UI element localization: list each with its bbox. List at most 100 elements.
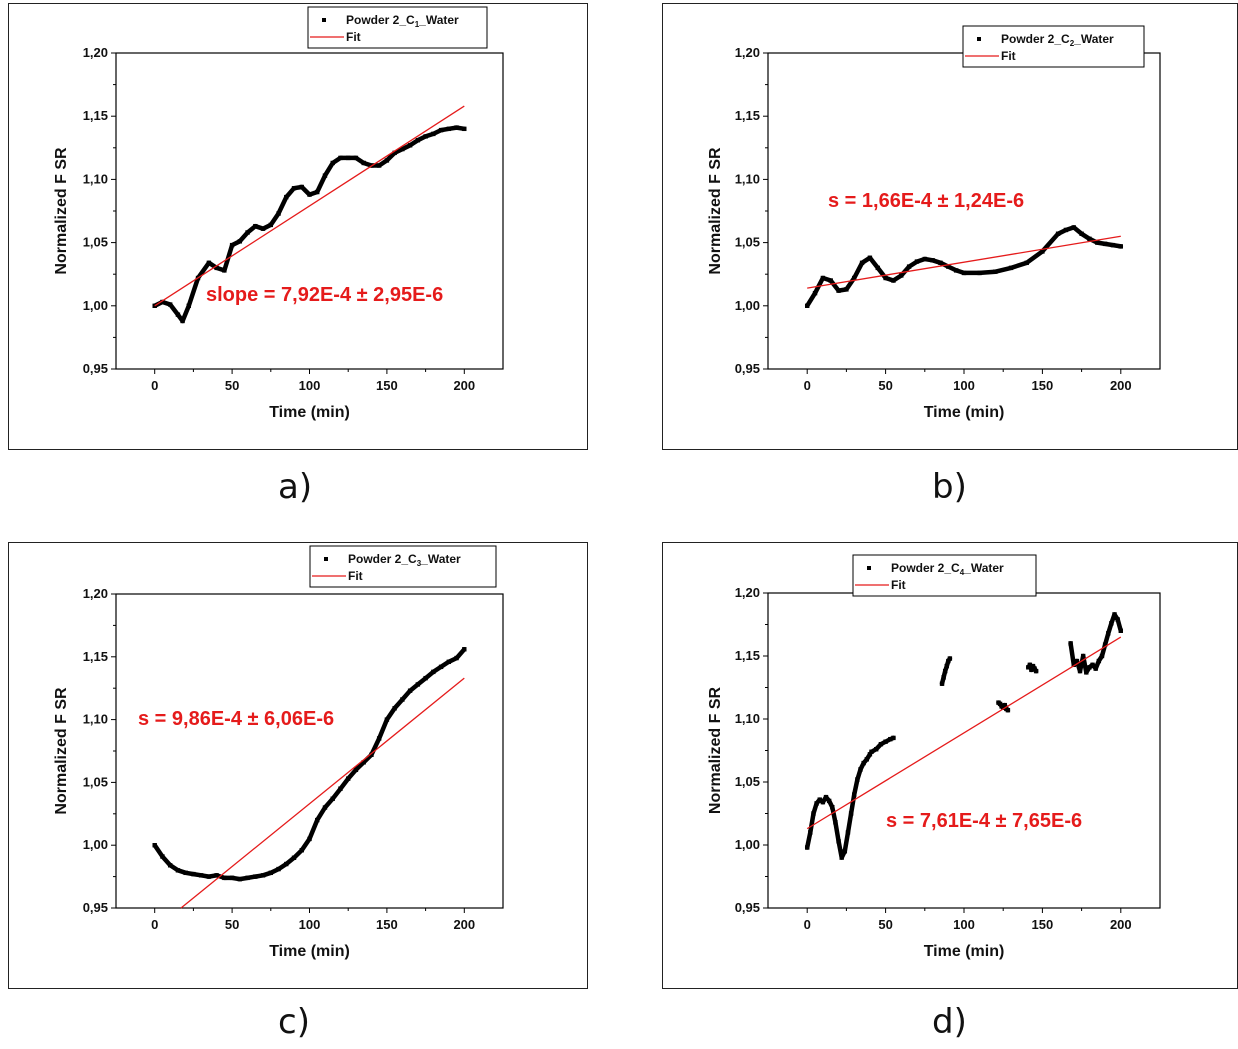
x-tick-label: 150 [376,917,398,932]
x-tick-label: 150 [1032,378,1054,393]
data-point [977,270,982,276]
data-point [346,155,351,161]
y-tick-label: 0,95 [83,900,108,915]
y-tick-label: 1,10 [735,171,760,186]
y-tick-label: 1,05 [735,235,760,250]
data-point [1087,665,1092,670]
data-point [939,681,945,686]
y-tick-label: 1,00 [735,298,760,313]
data-point [1001,705,1006,710]
legend-data-label: Powder 2_C3_Water [348,552,461,568]
data-point [214,265,219,271]
data-point [858,767,863,772]
data-point [1033,668,1039,674]
data-point [993,269,998,274]
data-point [1071,225,1076,230]
data-point [855,777,860,782]
data-point [944,663,949,669]
data-point [180,318,185,324]
data-point [839,855,844,860]
y-tick-label: 1,00 [83,298,108,313]
data-point [315,817,320,823]
data-point [953,268,959,273]
data-point [291,186,297,191]
legend-fit-label: Fit [1001,49,1016,63]
legend-data-label: Powder 2_C4_Water [891,561,1004,577]
data-point [276,866,281,872]
panel-label-a: a) [278,467,313,507]
data-point [253,223,258,229]
legend-box [852,554,1037,597]
y-tick-label: 1,20 [83,586,108,601]
y-tick-label: 1,05 [735,774,760,789]
data-point [852,792,857,797]
data-point [1115,617,1120,622]
x-tick-label: 200 [1110,378,1132,393]
y-tick-label: 1,05 [83,235,108,250]
data-point [1068,641,1073,646]
data-point [826,798,832,804]
x-tick-label: 100 [953,917,975,932]
data-point [322,173,328,178]
data-point [431,669,436,675]
data-point [423,134,428,139]
legend-data-marker [977,37,981,41]
data-point [376,736,382,741]
data-point [446,659,452,665]
y-axis-label: Normalized F SR [53,147,70,275]
data-point [191,871,196,877]
x-tick-label: 0 [151,378,158,393]
y-tick-label: 1,00 [735,837,760,852]
data-point [253,874,258,879]
data-point [268,222,273,228]
data-point [946,264,951,269]
data-point [906,264,912,269]
data-point [814,801,819,806]
data-point [307,836,312,842]
data-point [206,260,212,266]
data-point [867,255,873,260]
data-point [1096,658,1102,664]
plot-area [115,593,504,909]
data-point [206,874,212,879]
data-point [346,776,351,781]
x-tick-label: 0 [151,917,158,932]
data-point [1055,231,1061,236]
legend-fit-label: Fit [346,30,361,44]
legend-data-marker [867,566,871,570]
x-tick-label: 200 [1110,917,1132,932]
data-point [805,303,810,308]
data-point [833,820,838,825]
data-point [299,184,304,190]
data-point [245,875,250,881]
data-point [883,275,888,281]
y-tick-label: 1,10 [735,711,760,726]
plot-area [115,52,504,370]
data-point [175,312,181,317]
chart-frame-a [8,3,588,450]
data-point [237,876,243,882]
fit-line [180,677,465,909]
data-point [315,189,320,195]
data-point [222,875,227,881]
x-tick-label: 50 [878,917,892,932]
legend-box [309,545,497,588]
data-point [1040,249,1045,254]
data-point [930,258,935,263]
data-point [237,239,243,244]
data-point [848,811,854,816]
data-point [291,855,297,860]
data-point [446,126,452,132]
data-point [415,138,421,143]
fit-line [154,105,465,307]
legend-data-label: Powder 2_C1_Water [346,13,459,29]
fit-line [806,636,1122,830]
data-point [1093,666,1098,671]
data-point [808,830,813,835]
data-point [384,717,390,722]
data-point [407,688,413,693]
data-point [875,265,880,271]
y-tick-label: 1,15 [735,108,760,123]
